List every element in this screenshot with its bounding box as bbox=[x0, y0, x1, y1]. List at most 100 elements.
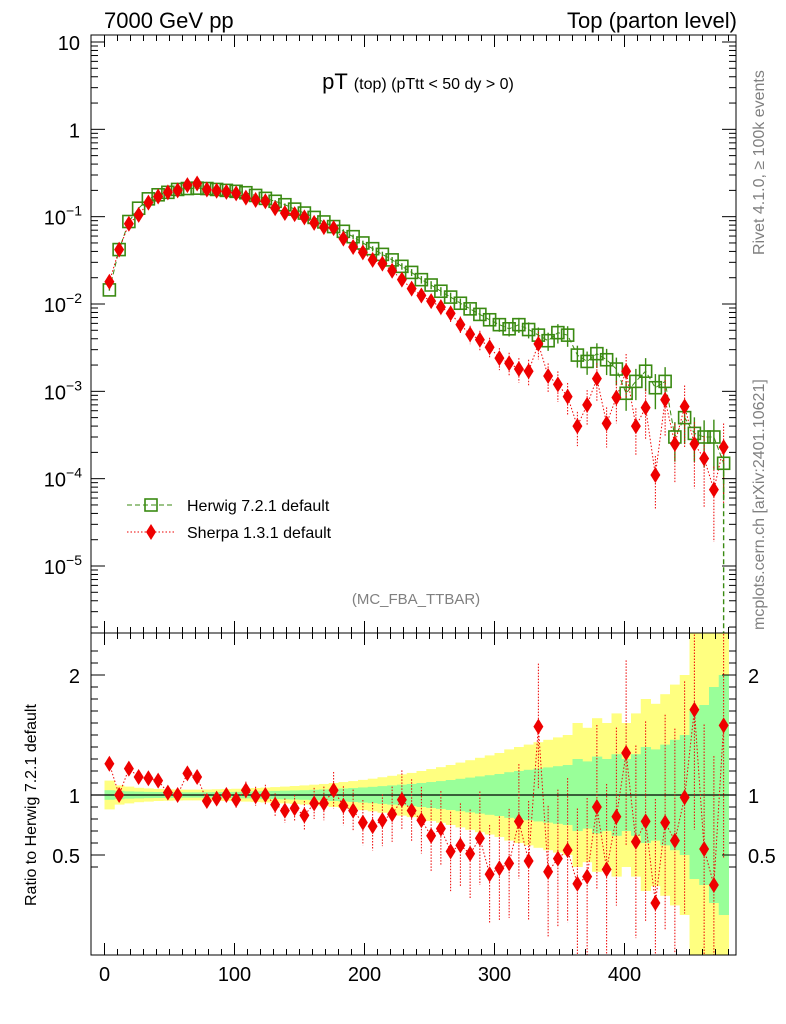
herwig-point bbox=[619, 386, 633, 401]
sherpa-point bbox=[338, 230, 349, 247]
ratio-point bbox=[611, 808, 622, 825]
sherpa-point bbox=[299, 209, 310, 226]
ratio-point bbox=[211, 790, 222, 807]
legend: Herwig 7.2.1 default Sherpa 1.3.1 defaul… bbox=[127, 498, 332, 542]
y-tick-label: 10−4 bbox=[44, 465, 82, 492]
sherpa-point bbox=[484, 339, 495, 356]
ratio-point bbox=[484, 866, 495, 883]
y-tick-label-exponent: −4 bbox=[66, 465, 82, 481]
ratio-point bbox=[192, 769, 203, 785]
sherpa-point bbox=[367, 251, 378, 268]
ratio-point bbox=[591, 799, 602, 815]
herwig-point bbox=[716, 456, 731, 471]
sherpa-point bbox=[172, 182, 183, 199]
y-tick-label: 10−2 bbox=[44, 290, 82, 317]
sherpa-line bbox=[108, 182, 725, 492]
ratio-point bbox=[572, 875, 583, 892]
ratio-point bbox=[445, 843, 456, 860]
x-tick-label: 100 bbox=[218, 964, 251, 986]
ratio-point bbox=[660, 814, 671, 831]
sherpa-point bbox=[513, 361, 524, 378]
sherpa-point bbox=[192, 175, 203, 192]
sherpa-point bbox=[611, 389, 622, 406]
ratio-frame bbox=[90, 632, 737, 956]
sherpa-point bbox=[474, 331, 485, 348]
ratio-point bbox=[533, 718, 544, 735]
x-tick-label: 300 bbox=[478, 964, 511, 986]
sherpa-point bbox=[572, 418, 583, 435]
sherpa-point bbox=[387, 262, 398, 279]
sherpa-point bbox=[630, 418, 641, 435]
herwig-point bbox=[697, 430, 711, 444]
ratio-point bbox=[231, 791, 242, 808]
sherpa-point bbox=[182, 177, 193, 194]
sherpa-point bbox=[348, 238, 359, 255]
sherpa-point bbox=[260, 193, 271, 210]
ratio-point bbox=[357, 814, 368, 831]
herwig-point bbox=[638, 364, 653, 379]
herwig-point bbox=[551, 325, 565, 340]
ratio-point bbox=[455, 837, 466, 854]
ratio-axes: 0.5 0.5 1 1 2 2 0 100 200 300 400 bbox=[52, 633, 776, 986]
sherpa-point bbox=[455, 316, 466, 333]
sherpa-point bbox=[231, 185, 242, 202]
y-tick-label-base: 10 bbox=[44, 208, 66, 230]
ratio-y-tick-label-right: 1 bbox=[748, 786, 759, 808]
sherpa-point bbox=[114, 241, 125, 258]
sherpa-point bbox=[416, 287, 427, 304]
ratio-point bbox=[318, 795, 329, 812]
ratio-point bbox=[513, 813, 524, 830]
y-tick-label-exponent: −2 bbox=[66, 290, 82, 306]
sherpa-point bbox=[533, 335, 544, 352]
ratio-point bbox=[474, 830, 485, 847]
sherpa-point bbox=[601, 415, 612, 432]
ratio-point bbox=[621, 745, 632, 761]
ratio-point bbox=[679, 789, 690, 806]
sherpa-point bbox=[309, 214, 320, 231]
y-tick-label: 10−5 bbox=[44, 552, 82, 579]
herwig-point bbox=[492, 317, 507, 332]
ratio-point bbox=[172, 787, 183, 803]
ratio-point bbox=[182, 765, 193, 782]
ratio-point bbox=[328, 782, 339, 799]
sherpa-point bbox=[153, 188, 164, 205]
ratio-point bbox=[133, 769, 144, 785]
herwig-point bbox=[512, 317, 526, 332]
sherpa-point bbox=[289, 206, 300, 223]
sherpa-point bbox=[377, 255, 388, 272]
sherpa-point bbox=[328, 220, 339, 237]
sherpa-point bbox=[504, 355, 515, 372]
ratio-point bbox=[123, 760, 134, 777]
sherpa-point bbox=[162, 184, 173, 201]
ratio-point bbox=[718, 717, 729, 734]
legend-sherpa-marker bbox=[146, 524, 156, 540]
sherpa-point bbox=[689, 435, 700, 452]
sherpa-point bbox=[465, 326, 476, 343]
herwig-point bbox=[629, 374, 643, 389]
header-process-label: Top (parton level) bbox=[567, 8, 737, 33]
rivet-version-label: Rivet 4.1.0, ≥ 100k events bbox=[751, 70, 768, 255]
x-tick-label: 0 bbox=[99, 964, 110, 986]
herwig-line bbox=[108, 187, 725, 464]
ratio-point bbox=[250, 788, 261, 805]
sherpa-point bbox=[523, 363, 534, 380]
ratio-point bbox=[270, 796, 281, 813]
ratio-y-tick-label-left: 0.5 bbox=[52, 846, 80, 868]
sherpa-point bbox=[650, 467, 661, 484]
sherpa-point bbox=[562, 388, 573, 405]
main-data-marks bbox=[102, 175, 731, 633]
sherpa-point bbox=[133, 206, 144, 223]
herwig-point bbox=[609, 362, 624, 376]
x-tick-label: 400 bbox=[608, 964, 641, 986]
ratio-point bbox=[630, 833, 641, 850]
y-tick-label: 10−1 bbox=[44, 203, 82, 230]
sherpa-point bbox=[318, 219, 329, 236]
ratio-point bbox=[309, 795, 320, 812]
herwig-point bbox=[404, 265, 419, 280]
sherpa-point bbox=[201, 181, 212, 198]
ratio-y-tick-label-left: 2 bbox=[69, 666, 80, 688]
ratio-point bbox=[543, 863, 554, 880]
sherpa-point bbox=[660, 391, 671, 408]
legend-herwig-marker bbox=[144, 498, 158, 512]
